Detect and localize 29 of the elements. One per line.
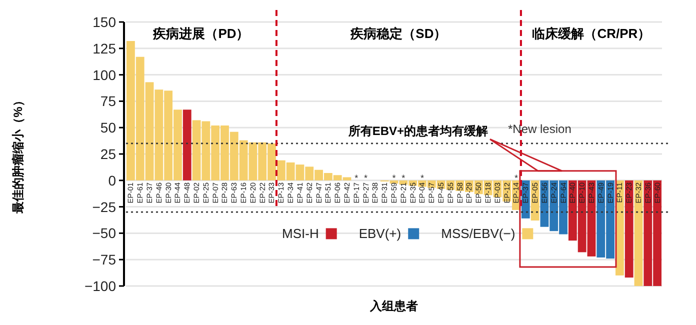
annotation: * <box>392 173 396 184</box>
annotation: 临床缓解（CR/PR） <box>532 26 651 41</box>
annotation: * <box>514 173 518 184</box>
y-tick-label: 150 <box>92 14 116 30</box>
y-tick-label: 25 <box>100 146 116 162</box>
annotation: *New lesion <box>508 122 572 136</box>
bar <box>182 110 192 180</box>
x-axis-title: 入组患者 <box>369 299 418 313</box>
y-tick-label: −50 <box>92 225 116 242</box>
annotation: * <box>354 173 359 184</box>
y-tick-label: −100 <box>84 278 116 294</box>
annotation: * <box>402 173 406 184</box>
annotation: * <box>364 173 368 184</box>
y-tick-label: −75 <box>92 252 116 268</box>
legend-label: MSI-H <box>282 226 319 242</box>
y-axis-title: 最佳的肿瘤缩小（%） <box>11 94 25 214</box>
annotation: 疾病稳定（SD） <box>350 26 447 41</box>
legend-label: MSS/EBV(−) <box>441 226 516 242</box>
y-tick-label: 0 <box>108 172 116 188</box>
annotation: 所有EBV+的患者均有缓解 <box>347 124 488 138</box>
y-tick-label: 50 <box>100 120 116 136</box>
y-tick-label: −25 <box>92 198 116 215</box>
legend-label: EBV(+) <box>358 226 402 242</box>
annotation: 疾病进展（PD） <box>152 26 250 41</box>
bar <box>624 180 634 278</box>
annotation: * <box>420 173 424 184</box>
y-tick-label: 125 <box>92 40 116 56</box>
y-tick-label: 75 <box>100 93 116 110</box>
y-tick-label: 100 <box>92 66 116 83</box>
